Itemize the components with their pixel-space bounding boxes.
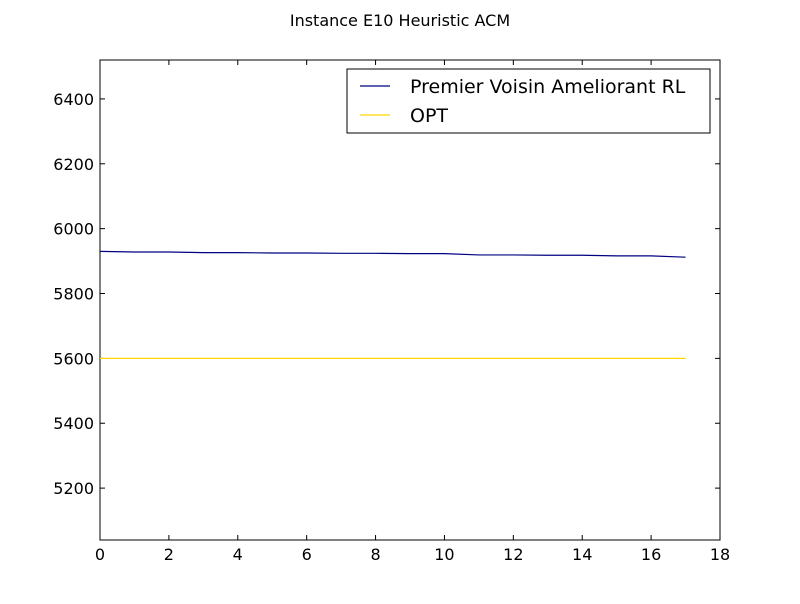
series-lines: [99, 250, 686, 359]
y-tick-label: 5800: [53, 285, 94, 304]
series-line-0: [99, 250, 686, 258]
x-tick-label: 16: [641, 545, 661, 564]
axis-ticks: 0 2 4 6 8 10 12 14 16 18 5200 5400 5600 5800 6000 6200 6…: [53, 60, 730, 564]
x-tick-label: 12: [503, 545, 523, 564]
y-tick-label: 5200: [53, 479, 94, 498]
x-tick-label: 10: [434, 545, 454, 564]
legend-label-1: OPT: [410, 105, 448, 127]
x-tick-label: 18: [710, 545, 730, 564]
y-tick-label: 6000: [53, 220, 94, 239]
y-tick-label: 5600: [53, 349, 94, 368]
x-tick-label: 2: [164, 545, 174, 564]
x-tick-label: 0: [95, 545, 105, 564]
x-tick-label: 6: [302, 545, 312, 564]
chart-title: Instance E10 Heuristic ACM: [290, 11, 510, 30]
x-tick-label: 4: [233, 545, 243, 564]
legend-box: [346, 68, 711, 134]
x-tick-label: 8: [370, 545, 380, 564]
legend-label-0: Premier Voisin Ameliorant RL: [410, 76, 686, 98]
y-tick-label: 6200: [53, 155, 94, 174]
legend: Premier Voisin Ameliorant RL OPT: [346, 68, 711, 134]
y-tick-label: 5400: [53, 414, 94, 433]
y-tick-label: 6400: [53, 90, 94, 109]
plot-area-frame: [99, 59, 721, 541]
x-tick-label: 14: [572, 545, 592, 564]
